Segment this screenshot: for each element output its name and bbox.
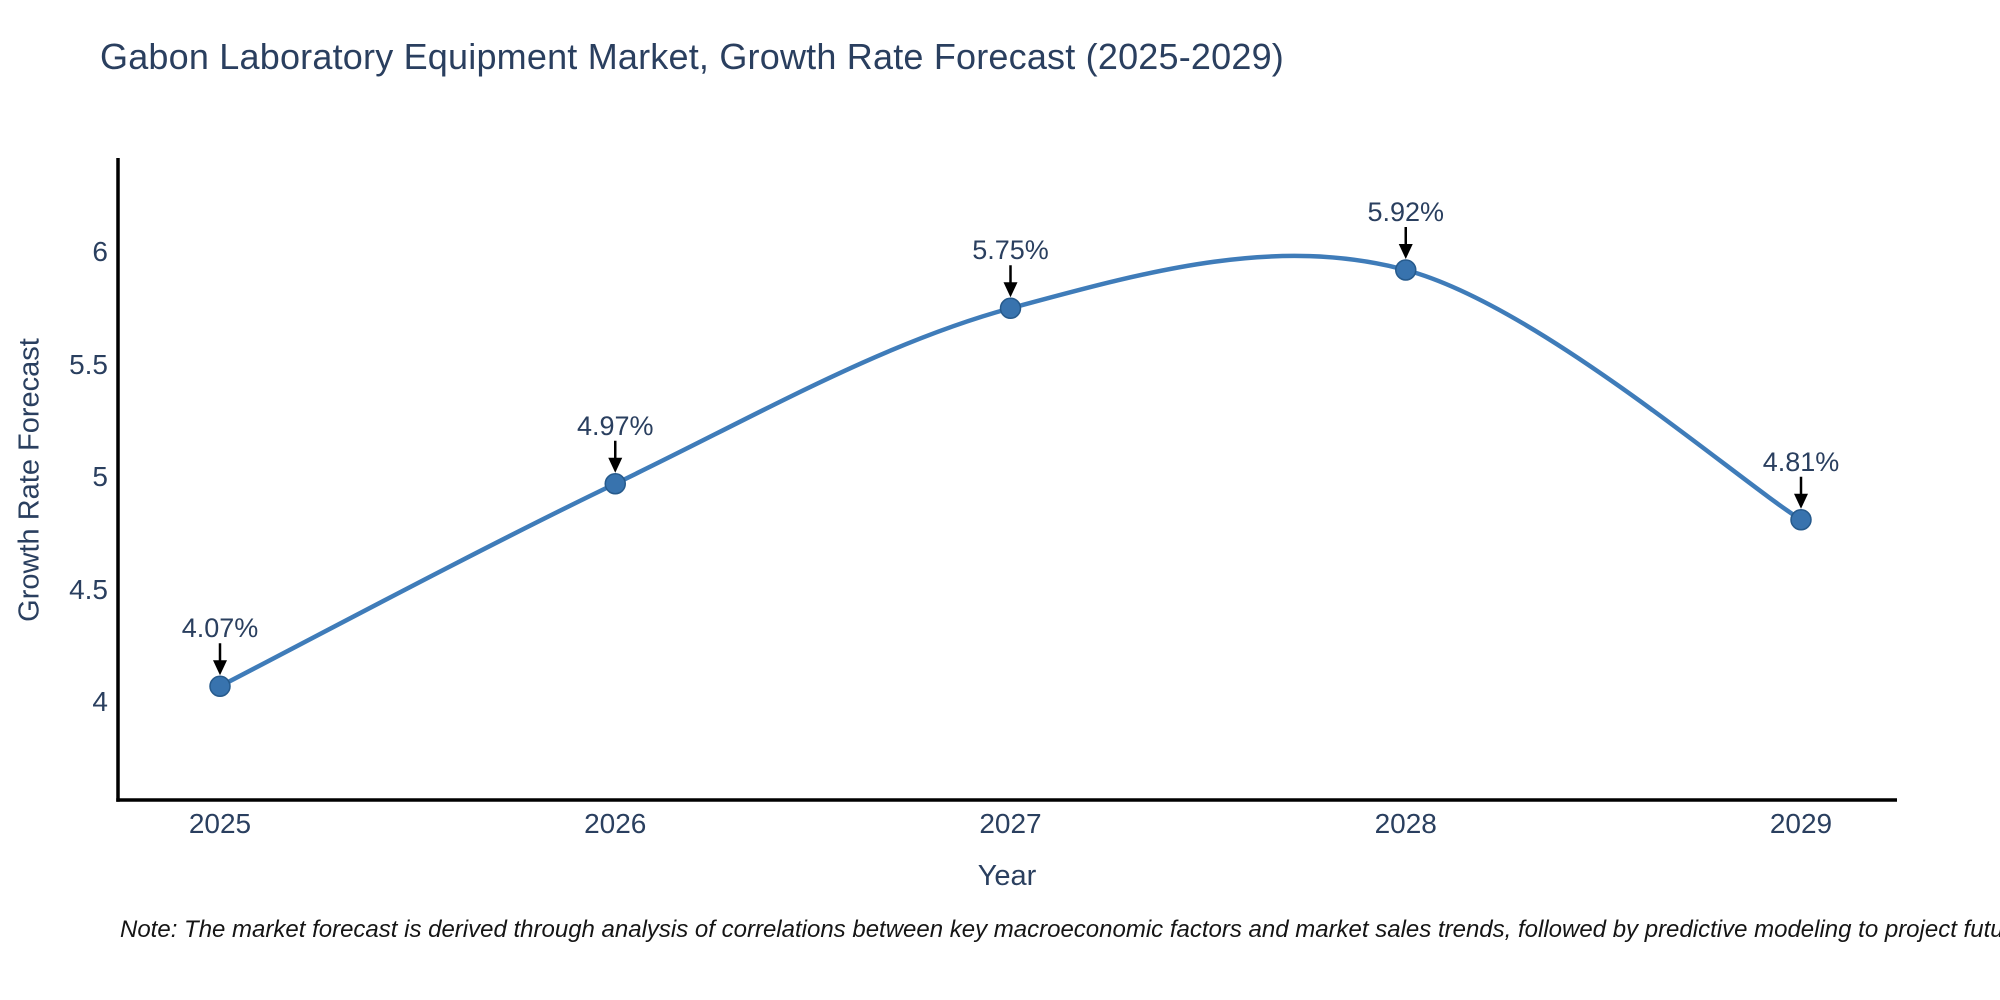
annotation-arrowhead-icon: [1794, 493, 1808, 509]
annotation-arrowhead-icon: [213, 660, 227, 676]
data-point-marker[interactable]: [1395, 259, 1417, 281]
x-axis-title: Year: [977, 860, 1037, 892]
x-tick-label: 2029: [1769, 808, 1833, 839]
y-axis-title: Growth Rate Forecast: [13, 338, 46, 622]
series-line: [217, 253, 1804, 689]
x-tick-label: 2027: [979, 808, 1042, 839]
y-tick-label: 6: [92, 236, 108, 267]
point-value-label: 4.07%: [181, 613, 259, 644]
x-tick-label: 2026: [584, 808, 647, 839]
data-point-marker[interactable]: [999, 297, 1022, 319]
point-value-label: 4.97%: [576, 410, 654, 441]
y-tick-label: 5.5: [69, 348, 108, 380]
data-point-marker[interactable]: [209, 675, 231, 697]
point-value-label: 5.75%: [972, 235, 1049, 266]
point-value-label: 5.92%: [1367, 197, 1445, 227]
y-tick-label: 4: [92, 686, 108, 717]
annotation-arrowhead-icon: [1398, 244, 1413, 259]
annotation-arrowhead-icon: [1003, 282, 1018, 298]
x-tick-label: 2028: [1374, 808, 1437, 839]
data-point-marker[interactable]: [1790, 509, 1812, 531]
footnote: Note: The market forecast is derived thr…: [120, 916, 2000, 943]
point-value-label: 4.81%: [1762, 446, 1840, 477]
chart-title: Gabon Laboratory Equipment Market, Growt…: [100, 36, 1284, 77]
x-tick-label: 2025: [188, 808, 252, 839]
y-tick-label: 5: [92, 461, 108, 492]
data-point-marker[interactable]: [604, 473, 626, 495]
annotation-arrowhead-icon: [608, 457, 623, 473]
y-tick-label: 4.5: [69, 573, 108, 605]
